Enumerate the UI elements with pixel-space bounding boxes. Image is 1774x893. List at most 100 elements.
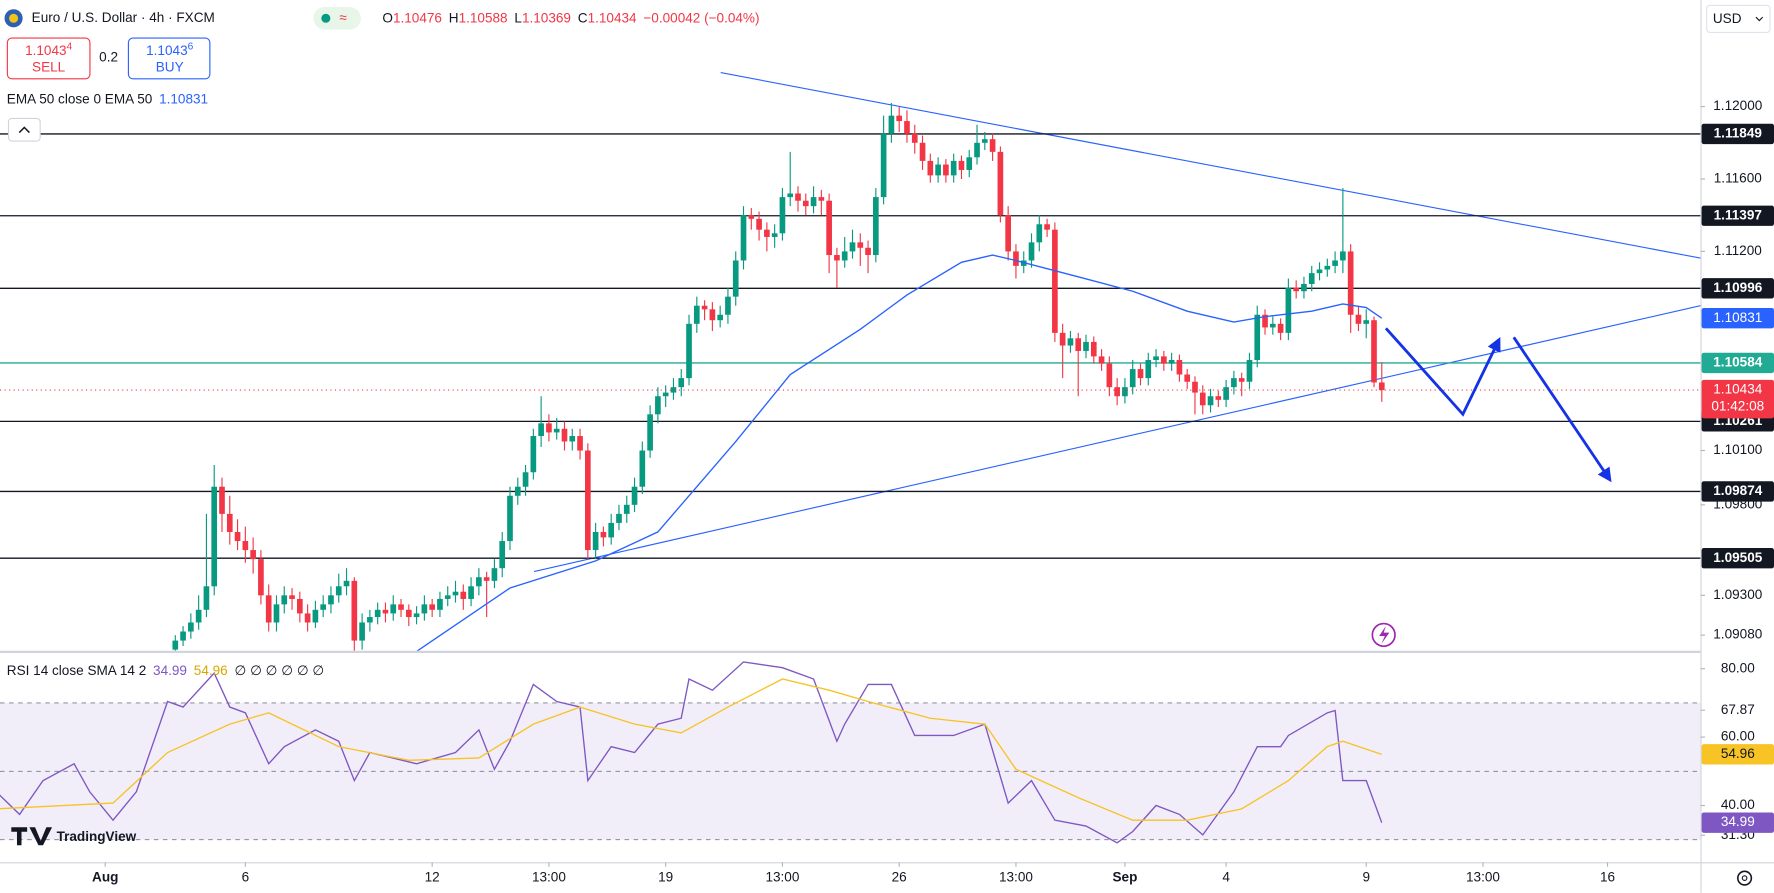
symbol-title[interactable]: Euro / U.S. Dollar · 4h · FXCM (32, 10, 215, 25)
price-pane (0, 72, 1701, 651)
candle-body (390, 604, 397, 614)
settings-button[interactable] (1737, 870, 1753, 886)
candle-body (437, 598, 443, 610)
collapse-button[interactable] (7, 117, 41, 142)
candle-body (398, 604, 404, 610)
trend-line-upper (720, 72, 1701, 259)
candle-body (328, 595, 334, 605)
candle-body (1168, 360, 1175, 364)
candle-body (297, 598, 303, 614)
x-tick-label: 13:00 (999, 870, 1033, 885)
candle-body (1145, 360, 1152, 379)
ema-value-label: 1.10831 (1713, 310, 1762, 325)
candle-body (795, 193, 801, 201)
candle-body (1308, 273, 1315, 284)
candle-body (1378, 382, 1385, 391)
candle-body (896, 115, 903, 122)
candle-body (1262, 314, 1268, 328)
ema-line (416, 254, 1383, 651)
spread: 0.2 (99, 49, 118, 64)
candle-body (374, 609, 381, 618)
price-level-box (1701, 481, 1774, 502)
candle-body (740, 215, 747, 261)
candle-body (522, 472, 529, 487)
candle-body (1098, 356, 1105, 364)
y-tick-label: 1.11200 (1714, 243, 1762, 258)
rsi-value-box (1701, 744, 1774, 765)
candle-body (553, 428, 560, 433)
candle-body (927, 160, 934, 176)
y-tick-label: 1.09300 (1713, 587, 1762, 602)
currency-dropdown[interactable] (1706, 4, 1771, 33)
price-level-box (1701, 205, 1774, 226)
y-tick-label: 67.87 (1721, 702, 1755, 717)
candle-body (779, 197, 786, 234)
candle-body (359, 622, 365, 641)
candle-body (281, 595, 288, 605)
quote-value: 1.10369 (522, 10, 571, 25)
candle-body (647, 414, 653, 451)
candle-body (1293, 287, 1299, 292)
candle-body (935, 164, 941, 176)
candle-body (1199, 392, 1206, 406)
event-icon-bolt (1379, 625, 1390, 644)
candle-body (1114, 387, 1120, 397)
candle-body (693, 305, 700, 324)
ohlc-quote: O1.10476 H1.10588 L1.10369 C1.10434 −0.00042… (382, 10, 759, 25)
event-icon[interactable] (1371, 622, 1396, 648)
candle-body (452, 591, 459, 596)
sell-price-main: 1.1043 (25, 43, 66, 58)
x-tick-label: Aug (92, 870, 118, 885)
sell-price: 1.10434 (25, 41, 72, 57)
candle-body (1083, 341, 1089, 351)
rsi-legend-empties: ∅ ∅ ∅ ∅ ∅ ∅ (235, 663, 325, 678)
candle-body (1129, 369, 1136, 388)
candle-body (1332, 260, 1338, 266)
y-tick-label: 40.00 (1721, 797, 1755, 812)
candle-body (966, 157, 973, 170)
projection-arrow (1384, 327, 1501, 417)
candle-body (1013, 251, 1019, 266)
candle-body (725, 296, 731, 315)
candle-body (748, 215, 755, 219)
buy-button[interactable] (127, 37, 211, 80)
x-tick-label: 12 (425, 870, 440, 885)
candle-body (335, 586, 342, 596)
settings-icon-center (1741, 875, 1748, 881)
candle-body (686, 323, 692, 379)
candle-body (865, 247, 871, 256)
candle-body (600, 531, 607, 538)
candle-body (460, 591, 467, 599)
candle-body (405, 609, 412, 618)
x-tick-label: 19 (658, 870, 673, 885)
candle-body (413, 613, 420, 618)
collapse-icon (18, 126, 30, 134)
candle-body (234, 531, 241, 542)
last-price-box (1701, 379, 1774, 419)
candle-body (943, 164, 949, 176)
candle-body (1231, 378, 1237, 388)
sell-button[interactable] (6, 37, 91, 80)
x-tick-label: 16 (1600, 870, 1615, 885)
y-tick-label: 1.10100 (1713, 442, 1762, 457)
sell-label: SELL (32, 60, 66, 75)
candle-body (1137, 369, 1144, 379)
candle-body (538, 423, 544, 437)
sell-pip: 4 (67, 41, 73, 52)
rsi-legend-value: 54.96 (194, 663, 228, 678)
candle-body (771, 233, 778, 237)
y-tick-label: 1.11600 (1714, 171, 1762, 186)
ema-legend-text: EMA 50 close 0 EMA 50 (7, 91, 153, 106)
x-tick-label: 4 (1222, 870, 1230, 885)
market-status[interactable] (313, 6, 361, 30)
candle-body (1371, 320, 1377, 383)
candle-body (834, 255, 840, 261)
candle-body (904, 121, 910, 134)
candle-body (1363, 320, 1370, 324)
candle-body (1122, 387, 1128, 397)
candle-body (662, 392, 669, 397)
price-level-box (1701, 123, 1774, 145)
